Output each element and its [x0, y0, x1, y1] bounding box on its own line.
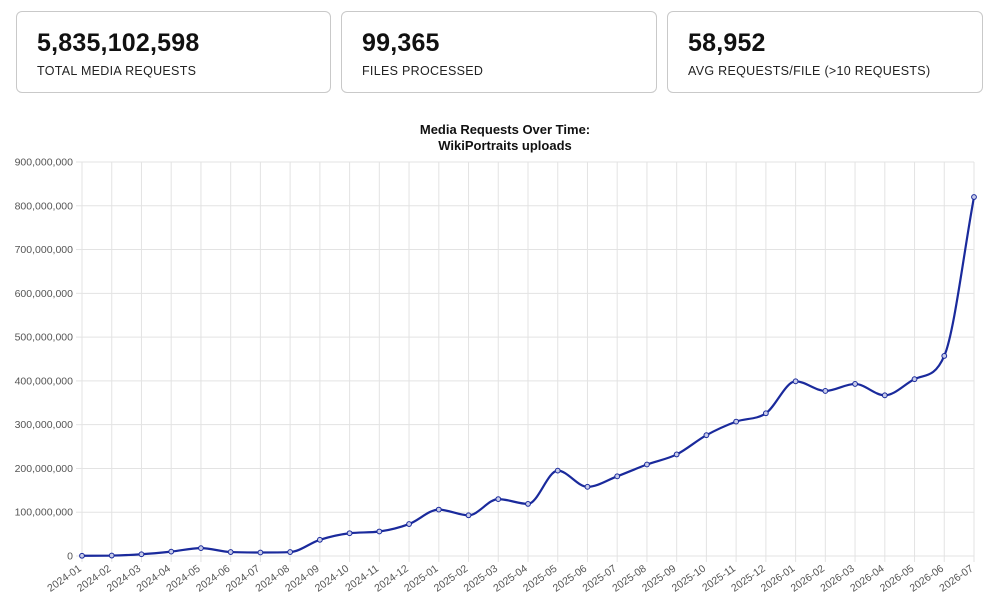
y-tick-label: 800,000,000 [15, 200, 74, 212]
x-tick-label: 2026-07 [937, 563, 976, 595]
stat-card-total-media-requests: 5,835,102,598 TOTAL MEDIA REQUESTS [16, 11, 331, 93]
data-point-2025-03 [495, 496, 502, 502]
data-point-2026-01 [792, 378, 799, 385]
data-point-2024-08 [287, 549, 294, 555]
data-point-2025-12 [762, 410, 769, 417]
data-point-2026-04 [881, 392, 888, 399]
chart-title-line-1: Media Requests Over Time: [420, 122, 590, 137]
data-point-2025-10 [703, 432, 710, 439]
y-tick-label: 900,000,000 [15, 157, 74, 169]
data-point-2026-06 [941, 353, 948, 359]
grid-lines [76, 161, 975, 562]
data-point-2025-07 [614, 473, 621, 480]
y-tick-label: 300,000,000 [15, 419, 74, 431]
data-point-2024-05 [198, 545, 204, 552]
axis-labels: 0 100,000,000 200,000,000 300,000,000 400,00… [15, 157, 976, 595]
data-point-2025-01 [435, 506, 442, 513]
data-point-2026-05 [911, 376, 918, 383]
y-tick-label: 500,000,000 [15, 332, 74, 344]
data-point-2024-11 [376, 528, 383, 535]
y-tick-label: 700,000,000 [15, 244, 74, 256]
data-point-2025-02 [465, 512, 472, 519]
stat-card-avg-requests-per-file: 58,952 AVG REQUESTS/FILE (>10 REQUESTS) [667, 11, 983, 93]
data-point-2025-08 [644, 461, 650, 468]
stat-card-files-processed: 99,365 FILES PROCESSED [341, 11, 657, 93]
stat-label: FILES PROCESSED [362, 64, 484, 78]
x-tick-label: 2024-10 [313, 563, 352, 595]
stat-label: AVG REQUESTS/FILE (>10 REQUESTS) [688, 64, 931, 78]
media-requests-line-chart: Media Requests Over Time: WikiPortraits … [15, 122, 977, 595]
y-tick-label: 400,000,000 [15, 375, 74, 387]
data-point-2025-05 [554, 467, 561, 474]
y-tick-label: 600,000,000 [15, 288, 74, 300]
data-point-2024-03 [138, 551, 145, 558]
data-series [79, 194, 977, 559]
stat-value: 5,835,102,598 [37, 29, 200, 57]
stats-row: 5,835,102,598 TOTAL MEDIA REQUESTS 99,36… [16, 11, 983, 95]
data-point-2026-03 [852, 381, 858, 387]
data-point-2024-07 [257, 549, 264, 556]
y-tick-label: 100,000,000 [15, 507, 74, 519]
y-tick-label: 0 [67, 551, 73, 563]
x-tick-label: 2025-10 [670, 563, 709, 595]
data-point-2026-02 [822, 388, 829, 394]
y-tick-label: 200,000,000 [15, 463, 74, 475]
data-point-2024-06 [227, 549, 234, 555]
data-point-2024-01 [79, 552, 85, 559]
stat-label: TOTAL MEDIA REQUESTS [37, 64, 197, 78]
data-point-2024-10 [346, 530, 353, 537]
data-point-2025-04 [525, 501, 531, 507]
stat-value: 58,952 [688, 29, 766, 57]
data-point-2024-09 [316, 536, 323, 543]
data-point-2025-11 [733, 418, 740, 425]
data-point-2026-07 [971, 194, 977, 200]
data-point-2024-12 [406, 521, 412, 527]
stat-value: 99,365 [362, 29, 440, 57]
data-point-2025-09 [673, 451, 680, 458]
chart-title-line-2: WikiPortraits uploads [438, 138, 572, 153]
data-point-2024-02 [108, 552, 115, 559]
data-point-2024-04 [168, 548, 175, 555]
data-point-2025-06 [584, 483, 591, 490]
